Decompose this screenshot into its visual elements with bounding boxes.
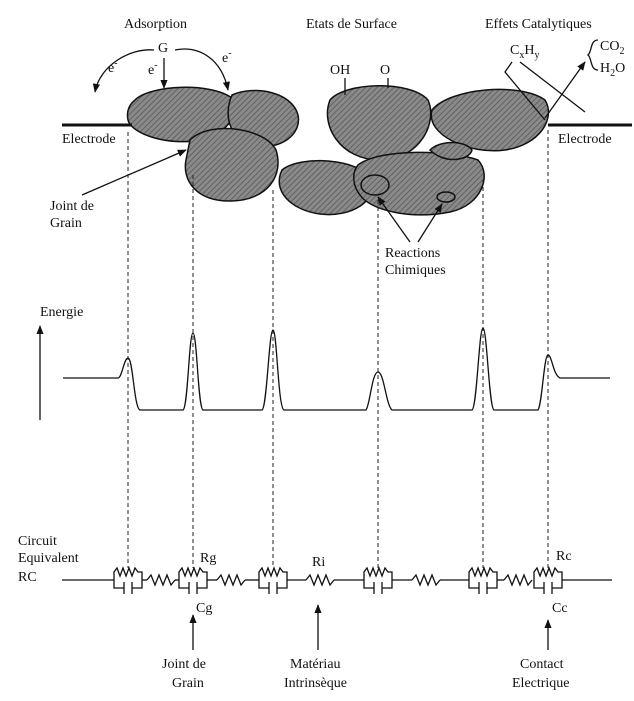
electrode-label: Electrode xyxy=(62,132,116,147)
text-part: Matériau xyxy=(290,657,341,672)
footer-label: Contact Electrique xyxy=(512,657,570,691)
text-part: - xyxy=(154,60,157,71)
electron: e- xyxy=(108,58,118,76)
text-part: Electrique xyxy=(512,676,570,691)
electron: e- xyxy=(148,60,158,78)
text-part: Intrinsèque xyxy=(284,676,347,691)
g-label: G xyxy=(158,41,168,56)
text-part: e xyxy=(108,61,114,76)
dashed-guides xyxy=(127,130,549,568)
grain xyxy=(326,85,432,161)
text-part: Equivalent xyxy=(18,551,79,566)
text-part: RC xyxy=(18,570,37,585)
header: Adsorption Etats de Surface Effets Catal… xyxy=(124,17,592,32)
reaction-site xyxy=(436,191,456,203)
grain xyxy=(428,141,473,161)
footer-label: Matériau Intrinsèque xyxy=(284,657,347,691)
energy-label: Energie xyxy=(40,305,83,320)
cg-label: Cg xyxy=(196,601,212,616)
electrodes: Electrode Electrode xyxy=(62,123,632,147)
energy-curve xyxy=(63,327,610,411)
text-part: e xyxy=(148,63,154,78)
oh-label: OH xyxy=(330,63,350,78)
text-part: - xyxy=(114,58,117,69)
text-part: Contact xyxy=(520,657,564,672)
electron: e- xyxy=(222,48,232,66)
header-label: Adsorption xyxy=(124,17,187,32)
text-part: 2 xyxy=(619,46,624,57)
circuit-label: Circuit Equivalent RC xyxy=(18,534,79,585)
reaction-site xyxy=(360,174,390,196)
footer-label: Joint de Grain xyxy=(162,657,206,691)
rg-label: Rg xyxy=(200,551,216,566)
text-part: H xyxy=(600,61,610,76)
o-label: O xyxy=(380,63,390,78)
text-part: y xyxy=(534,50,539,61)
header-label: Effets Catalytiques xyxy=(485,17,592,32)
circuit: Circuit Equivalent RC Rg Cg Ri Rc Cc xyxy=(18,534,612,616)
text-part: - xyxy=(228,48,231,59)
grain xyxy=(430,88,550,152)
text-part: Joint de xyxy=(162,657,206,672)
ri-label: Ri xyxy=(312,555,325,570)
product: CO2 xyxy=(600,39,624,57)
grain xyxy=(353,151,485,216)
grains xyxy=(126,85,550,216)
text-part: 2 xyxy=(610,68,615,79)
grain-joint-label: Joint de Grain xyxy=(50,199,94,231)
text-part: e xyxy=(222,51,228,66)
text-part: C xyxy=(510,43,519,58)
text-part: Grain xyxy=(172,676,204,691)
text-part: Reactions xyxy=(385,246,440,261)
text-part: Joint de xyxy=(50,199,94,214)
text-part: Circuit xyxy=(18,534,57,549)
header-label: Etats de Surface xyxy=(306,17,397,32)
grain xyxy=(184,127,279,202)
reactions-label: Reactions Chimiques xyxy=(385,246,446,278)
product: H2O xyxy=(600,61,625,79)
text-part: x xyxy=(519,50,524,61)
electrode-label: Electrode xyxy=(558,132,612,147)
text-part: O xyxy=(615,61,625,76)
top-annotations: G e- e- e- OH O CxHy CO2 H2O Joint de Gra… xyxy=(50,39,625,278)
cc-label: Cc xyxy=(552,601,568,616)
footer: Joint de Grain Matériau Intrinsèque Contac… xyxy=(162,604,570,691)
text-part: H xyxy=(524,43,534,58)
energy: Energie xyxy=(36,305,610,420)
hydrocarbon: CxHy xyxy=(510,43,539,61)
text-part: CO xyxy=(600,39,619,54)
text-part: Grain xyxy=(50,216,82,231)
text-part: Chimiques xyxy=(385,263,446,278)
rc-label: Rc xyxy=(556,549,572,564)
